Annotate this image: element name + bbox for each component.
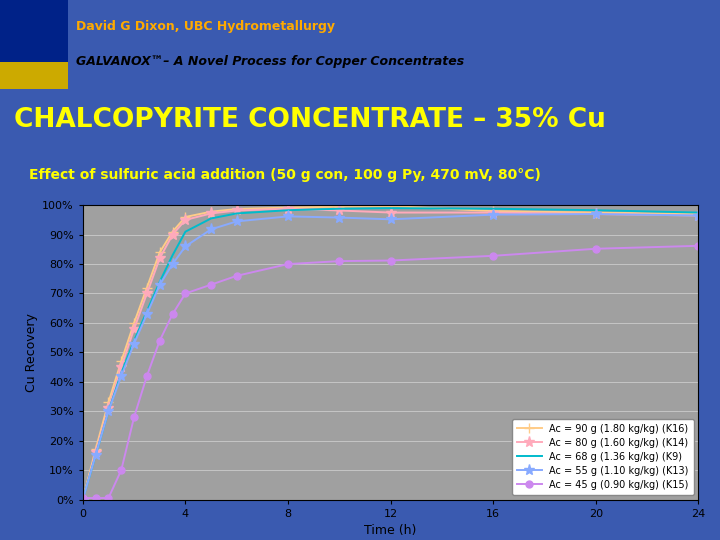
- Ac = 90 g (1.80 kg/kg) (K16): [156, 249, 164, 255]
- Ac = 45 g (0.90 kg/kg) (K15): [592, 246, 600, 252]
- Ac = 55 g (1.10 kg/kg) (K13): [489, 211, 498, 218]
- Ac = 90 g (1.80 kg/kg) (K16): [104, 399, 113, 406]
- Ac = 68 g (1.36 kg/kg) (K9): [130, 338, 138, 344]
- Ac = 90 g (1.80 kg/kg) (K16): [694, 211, 703, 217]
- Ac = 68 g (1.36 kg/kg) (K9): [168, 252, 177, 259]
- Ac = 80 g (1.60 kg/kg) (K14): [489, 210, 498, 216]
- Ac = 90 g (1.80 kg/kg) (K16): [489, 208, 498, 214]
- Ac = 55 g (1.10 kg/kg) (K13): [130, 340, 138, 347]
- Text: GALVANOX™– A Novel Process for Copper Concentrates: GALVANOX™– A Novel Process for Copper Co…: [76, 55, 464, 68]
- Ac = 80 g (1.60 kg/kg) (K14): [117, 364, 125, 370]
- Ac = 45 g (0.90 kg/kg) (K15): [694, 242, 703, 249]
- Ac = 80 g (1.60 kg/kg) (K14): [91, 449, 100, 456]
- Ac = 55 g (1.10 kg/kg) (K13): [168, 261, 177, 267]
- Ac = 80 g (1.60 kg/kg) (K14): [386, 210, 395, 216]
- Ac = 55 g (1.10 kg/kg) (K13): [78, 496, 87, 503]
- Ac = 90 g (1.80 kg/kg) (K16): [284, 204, 292, 211]
- Ac = 45 g (0.90 kg/kg) (K15): [78, 495, 87, 501]
- Ac = 80 g (1.60 kg/kg) (K14): [181, 217, 189, 223]
- Ac = 68 g (1.36 kg/kg) (K9): [117, 370, 125, 376]
- Ac = 68 g (1.36 kg/kg) (K9): [386, 205, 395, 211]
- Ac = 68 g (1.36 kg/kg) (K9): [233, 210, 241, 217]
- Ac = 68 g (1.36 kg/kg) (K9): [694, 210, 703, 216]
- Ac = 68 g (1.36 kg/kg) (K9): [207, 215, 215, 222]
- Ac = 80 g (1.60 kg/kg) (K14): [335, 207, 343, 214]
- Ac = 55 g (1.10 kg/kg) (K13): [694, 212, 703, 219]
- Legend: Ac = 90 g (1.80 kg/kg) (K16), Ac = 80 g (1.60 kg/kg) (K14), Ac = 68 g (1.36 kg/k: Ac = 90 g (1.80 kg/kg) (K16), Ac = 80 g …: [513, 420, 693, 495]
- Ac = 80 g (1.60 kg/kg) (K14): [104, 405, 113, 411]
- Ac = 68 g (1.36 kg/kg) (K9): [284, 207, 292, 213]
- Ac = 90 g (1.80 kg/kg) (K16): [181, 214, 189, 220]
- Ac = 45 g (0.90 kg/kg) (K15): [386, 257, 395, 264]
- Ac = 68 g (1.36 kg/kg) (K9): [104, 408, 113, 415]
- Ac = 68 g (1.36 kg/kg) (K9): [335, 206, 343, 212]
- Text: Effect of sulfuric acid addition (50 g con, 100 g Py, 470 mV, 80°C): Effect of sulfuric acid addition (50 g c…: [29, 168, 541, 183]
- Ac = 45 g (0.90 kg/kg) (K15): [284, 261, 292, 267]
- Ac = 45 g (0.90 kg/kg) (K15): [117, 467, 125, 473]
- Ac = 80 g (1.60 kg/kg) (K14): [694, 212, 703, 219]
- Ac = 68 g (1.36 kg/kg) (K9): [78, 496, 87, 503]
- Ac = 90 g (1.80 kg/kg) (K16): [91, 446, 100, 453]
- Ac = 80 g (1.60 kg/kg) (K14): [156, 255, 164, 261]
- Ac = 45 g (0.90 kg/kg) (K15): [207, 281, 215, 288]
- Ac = 45 g (0.90 kg/kg) (K15): [91, 495, 100, 501]
- Ac = 80 g (1.60 kg/kg) (K14): [143, 291, 151, 297]
- Y-axis label: Cu Recovery: Cu Recovery: [25, 313, 38, 392]
- Line: Ac = 68 g (1.36 kg/kg) (K9): Ac = 68 g (1.36 kg/kg) (K9): [83, 208, 698, 500]
- Ac = 68 g (1.36 kg/kg) (K9): [592, 207, 600, 213]
- Ac = 45 g (0.90 kg/kg) (K15): [168, 311, 177, 318]
- Ac = 90 g (1.80 kg/kg) (K16): [233, 206, 241, 212]
- Bar: [0, 0, 68, 89]
- Ac = 45 g (0.90 kg/kg) (K15): [143, 373, 151, 379]
- Ac = 55 g (1.10 kg/kg) (K13): [181, 243, 189, 249]
- Ac = 45 g (0.90 kg/kg) (K15): [233, 273, 241, 279]
- Ac = 68 g (1.36 kg/kg) (K9): [181, 228, 189, 235]
- Ac = 90 g (1.80 kg/kg) (K16): [335, 204, 343, 210]
- Ac = 55 g (1.10 kg/kg) (K13): [104, 408, 113, 415]
- Ac = 80 g (1.60 kg/kg) (K14): [78, 496, 87, 503]
- Line: Ac = 80 g (1.60 kg/kg) (K14): Ac = 80 g (1.60 kg/kg) (K14): [77, 203, 704, 505]
- Text: CHALCOPYRITE CONCENTRATE – 35% Cu: CHALCOPYRITE CONCENTRATE – 35% Cu: [14, 107, 606, 133]
- Ac = 55 g (1.10 kg/kg) (K13): [156, 281, 164, 288]
- Ac = 80 g (1.60 kg/kg) (K14): [207, 210, 215, 217]
- Ac = 45 g (0.90 kg/kg) (K15): [104, 495, 113, 501]
- Ac = 55 g (1.10 kg/kg) (K13): [335, 214, 343, 221]
- Line: Ac = 45 g (0.90 kg/kg) (K15): Ac = 45 g (0.90 kg/kg) (K15): [79, 242, 702, 502]
- Ac = 68 g (1.36 kg/kg) (K9): [156, 279, 164, 285]
- Ac = 80 g (1.60 kg/kg) (K14): [592, 211, 600, 217]
- Ac = 90 g (1.80 kg/kg) (K16): [592, 210, 600, 216]
- Ac = 55 g (1.10 kg/kg) (K13): [284, 213, 292, 220]
- Ac = 90 g (1.80 kg/kg) (K16): [207, 208, 215, 215]
- X-axis label: Time (h): Time (h): [364, 524, 417, 537]
- Ac = 80 g (1.60 kg/kg) (K14): [130, 326, 138, 332]
- Line: Ac = 55 g (1.10 kg/kg) (K13): Ac = 55 g (1.10 kg/kg) (K13): [77, 208, 704, 505]
- Ac = 68 g (1.36 kg/kg) (K9): [91, 452, 100, 458]
- Ac = 45 g (0.90 kg/kg) (K15): [489, 253, 498, 259]
- Ac = 55 g (1.10 kg/kg) (K13): [207, 226, 215, 233]
- Ac = 55 g (1.10 kg/kg) (K13): [117, 373, 125, 379]
- Text: David G Dixon, UBC Hydrometallurgy: David G Dixon, UBC Hydrometallurgy: [76, 19, 335, 32]
- Ac = 68 g (1.36 kg/kg) (K9): [143, 308, 151, 314]
- Ac = 68 g (1.36 kg/kg) (K9): [489, 206, 498, 212]
- Ac = 90 g (1.80 kg/kg) (K16): [143, 285, 151, 291]
- Bar: [0, 62, 68, 89]
- Ac = 55 g (1.10 kg/kg) (K13): [91, 452, 100, 458]
- Ac = 90 g (1.80 kg/kg) (K16): [386, 203, 395, 210]
- Ac = 90 g (1.80 kg/kg) (K16): [168, 228, 177, 235]
- Ac = 55 g (1.10 kg/kg) (K13): [386, 216, 395, 222]
- Ac = 55 g (1.10 kg/kg) (K13): [233, 218, 241, 225]
- Ac = 80 g (1.60 kg/kg) (K14): [284, 206, 292, 212]
- Ac = 90 g (1.80 kg/kg) (K16): [130, 320, 138, 326]
- Ac = 45 g (0.90 kg/kg) (K15): [130, 414, 138, 420]
- Ac = 45 g (0.90 kg/kg) (K15): [335, 258, 343, 265]
- Ac = 80 g (1.60 kg/kg) (K14): [168, 231, 177, 238]
- Ac = 55 g (1.10 kg/kg) (K13): [592, 211, 600, 217]
- Line: Ac = 90 g (1.80 kg/kg) (K16): Ac = 90 g (1.80 kg/kg) (K16): [78, 201, 703, 504]
- Ac = 90 g (1.80 kg/kg) (K16): [117, 358, 125, 365]
- Ac = 90 g (1.80 kg/kg) (K16): [78, 496, 87, 503]
- Ac = 55 g (1.10 kg/kg) (K13): [143, 311, 151, 318]
- Ac = 45 g (0.90 kg/kg) (K15): [156, 338, 164, 344]
- Ac = 45 g (0.90 kg/kg) (K15): [181, 291, 189, 297]
- Ac = 80 g (1.60 kg/kg) (K14): [233, 207, 241, 214]
